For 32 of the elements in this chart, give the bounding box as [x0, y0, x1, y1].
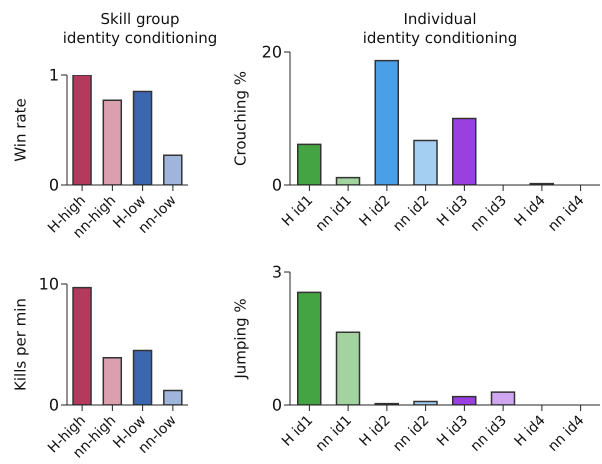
chart-title: Individual identity conditioning [362, 10, 518, 48]
bar [374, 60, 399, 185]
bar [102, 100, 122, 185]
y-axis-title: Crouching % [231, 71, 250, 166]
y-tick-label: 20 [262, 42, 282, 62]
bar [72, 75, 92, 185]
chart-title: Skill group identity conditioning [62, 10, 218, 48]
bar [490, 391, 516, 405]
bar [336, 332, 360, 405]
y-tick-label: 10 [38, 274, 59, 294]
bar [102, 357, 122, 405]
bar [297, 144, 322, 185]
bar [413, 400, 438, 405]
y-tick-label: 0 [48, 176, 59, 195]
bar [163, 154, 183, 185]
bar [413, 140, 438, 185]
bar [132, 350, 152, 405]
bar [336, 176, 360, 185]
bar [132, 90, 152, 185]
y-axis-title: Jumping % [231, 298, 250, 380]
y-axis-title: Kills per min [11, 298, 30, 391]
y-axis-title: Win rate [11, 98, 30, 162]
bar [72, 286, 92, 405]
bar [452, 396, 476, 405]
bar [452, 118, 476, 185]
y-tick-label: 1 [48, 66, 59, 85]
y-tick-label: 0 [272, 176, 282, 195]
y-tick-label: 0 [48, 396, 59, 415]
bar [163, 390, 183, 405]
y-tick-label: 0 [272, 396, 282, 415]
y-tick-label: 3 [272, 262, 282, 282]
bar [297, 292, 322, 405]
